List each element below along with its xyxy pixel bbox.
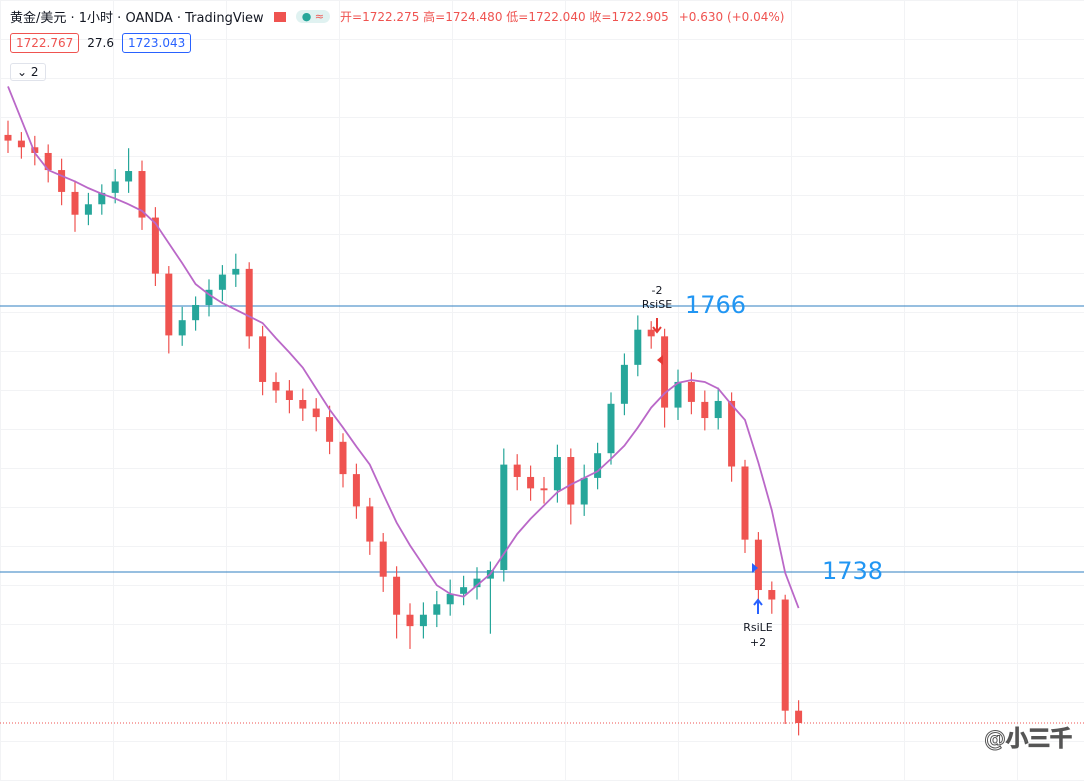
candle-body <box>553 457 561 491</box>
indicator-toggle[interactable]: ⌄ 2 <box>10 63 46 81</box>
signal-count: -2 <box>652 284 663 297</box>
candle-body <box>44 152 52 171</box>
sell-button[interactable]: 1722.767 <box>10 33 80 53</box>
candle-body <box>31 147 39 153</box>
candle-body <box>165 273 173 336</box>
indicator-count: 2 <box>30 65 39 79</box>
candle-body <box>781 599 789 711</box>
change-value: +0.630 (+0.04%) <box>678 9 785 24</box>
candle-body <box>594 453 602 478</box>
level-label: 1738 <box>822 557 883 585</box>
candle-body <box>285 390 293 401</box>
candle-body <box>339 441 347 475</box>
candle-body <box>433 604 441 615</box>
buy-button[interactable]: 1723.043 <box>121 33 192 53</box>
candle-body <box>138 171 146 218</box>
candle-body <box>728 400 736 467</box>
candle-body <box>714 400 722 419</box>
candle-body <box>178 320 186 336</box>
buy-arrow <box>753 598 763 614</box>
candle-body <box>567 457 575 505</box>
candle-body <box>218 274 226 290</box>
legend-header: 黄金/美元 · 1小时 · OANDA · TradingView ● ≈ 开=… <box>10 7 785 27</box>
symbol-title[interactable]: 黄金/美元 · 1小时 · OANDA · TradingView <box>10 11 264 26</box>
candle-body <box>326 417 334 442</box>
level-label: 1766 <box>685 291 746 319</box>
candle-body <box>111 181 119 193</box>
candle-body <box>245 268 253 337</box>
candle-body <box>259 336 267 382</box>
candle-body <box>272 381 280 391</box>
candle-body <box>580 477 588 505</box>
candle-body <box>406 614 414 627</box>
signal-label: RsiLE <box>743 621 773 634</box>
candle-body <box>205 289 213 305</box>
candle-body <box>607 403 615 454</box>
candle-body <box>58 170 66 192</box>
candle-body <box>795 710 803 724</box>
candle-body <box>540 488 548 491</box>
signal-count: +2 <box>750 636 766 649</box>
candle-body <box>701 401 709 419</box>
ohlc-values: 开=1722.275 高=1724.480 低=1722.040 收=1722.… <box>340 10 669 24</box>
candle-body <box>299 400 307 409</box>
candle-body <box>527 476 535 489</box>
candle-body <box>687 381 695 402</box>
candle-body <box>473 578 481 588</box>
flag-icon[interactable] <box>273 11 286 22</box>
trade-row: 1722.767 27.6 1723.043 <box>10 33 192 53</box>
candle-body <box>620 364 628 404</box>
candle-body <box>754 539 762 591</box>
candle-body <box>393 576 401 615</box>
candle-body <box>460 587 468 594</box>
spread: 27.6 <box>87 36 114 50</box>
candle-body <box>674 381 682 408</box>
candle-body <box>419 614 427 627</box>
buy-marker <box>752 563 758 573</box>
candle-body <box>446 593 454 605</box>
candle-body <box>125 171 133 182</box>
sell-marker <box>657 355 663 365</box>
candle-body <box>634 329 642 365</box>
candle-body <box>352 474 360 507</box>
candle-body <box>312 408 320 418</box>
signal-label: RsiSE <box>642 298 672 311</box>
candle-body <box>4 134 12 141</box>
candle-body <box>84 204 92 215</box>
candle-body <box>647 329 655 337</box>
candle-body <box>151 217 159 274</box>
candle-body <box>366 506 374 542</box>
candle-body <box>513 464 521 477</box>
candle-body <box>661 336 669 408</box>
sell-arrow <box>652 318 662 334</box>
candle-body <box>17 140 25 148</box>
market-status[interactable]: ● ≈ <box>295 10 331 23</box>
candle-body <box>232 268 240 275</box>
moving-average <box>7 86 800 609</box>
candle-body <box>71 191 79 215</box>
candle-body <box>768 590 776 600</box>
candle-body <box>192 304 200 321</box>
candle-body <box>500 464 508 571</box>
candle-body <box>379 541 387 577</box>
watermark: @小三千 <box>983 727 1072 753</box>
candle-body <box>98 192 106 205</box>
candle-body <box>741 466 749 540</box>
